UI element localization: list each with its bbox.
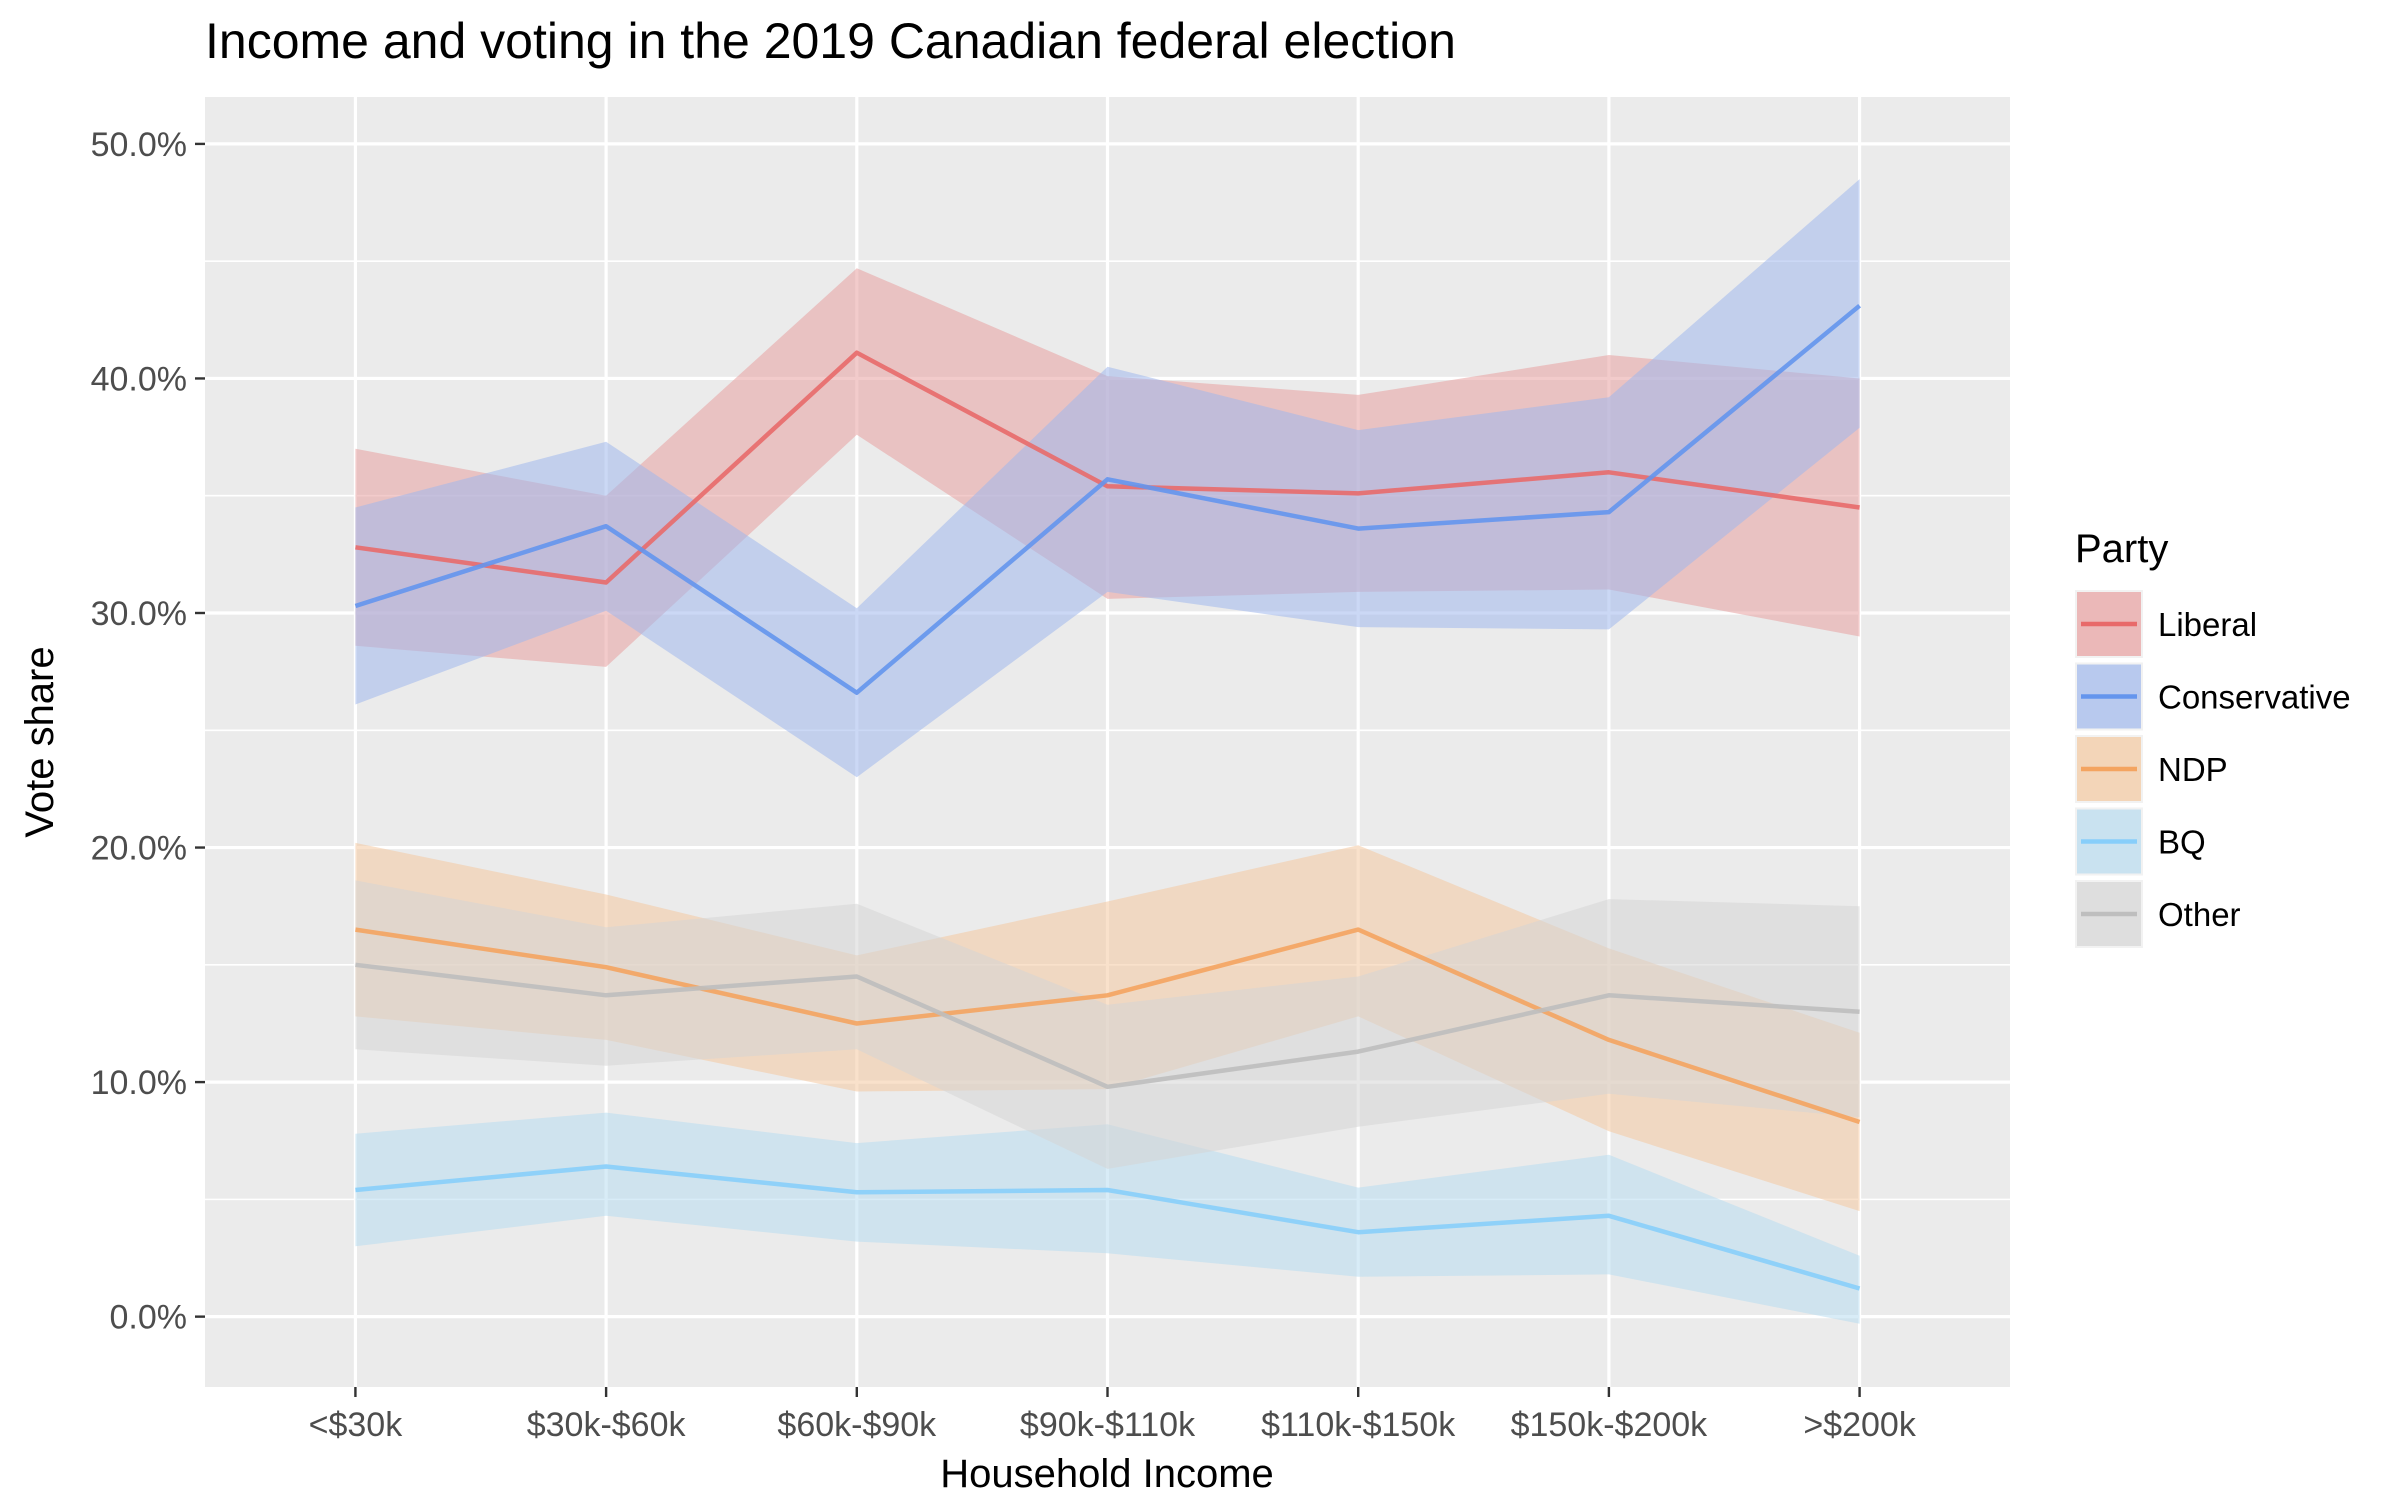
x-tick-label: $150k-$200k (1511, 1406, 1709, 1444)
legend-item-liberal: Liberal (2075, 590, 2257, 658)
legend-label-other: Other (2158, 896, 2241, 933)
y-tick-label: 20.0% (91, 830, 187, 868)
legend-label-bq: BQ (2158, 824, 2206, 861)
line-bq (355, 1164, 1861, 1291)
line-conservative (354, 303, 1862, 695)
line-other (355, 962, 1860, 1090)
y-tick-label: 40.0% (91, 360, 187, 398)
band-other (355, 880, 1860, 1169)
legend-item-bq: BQ (2075, 807, 2206, 876)
x-axis-title: Household Income (940, 1452, 1274, 1496)
line-ndp (355, 927, 1861, 1125)
x-tick-label: <$30k (309, 1406, 404, 1444)
y-tick-label: 10.0% (91, 1064, 187, 1102)
x-tick-label: $60k-$90k (777, 1406, 937, 1444)
x-tick-label: $30k-$60k (527, 1406, 687, 1444)
legend-label-liberal: Liberal (2158, 606, 2257, 643)
y-tick-label: 0.0% (110, 1299, 188, 1337)
legend-label-ndp: NDP (2158, 751, 2228, 788)
legend: Party Liberal Conservative NDP BQ Other (2075, 527, 2351, 948)
legend-item-ndp: NDP (2075, 735, 2228, 803)
chart-title: Income and voting in the 2019 Canadian f… (205, 13, 1456, 69)
y-axis-title: Vote share (18, 646, 62, 837)
x-axis: <$30k $30k-$60k $60k-$90k $90k-$110k $110k-$… (309, 1387, 1917, 1444)
legend-item-other: Other (2075, 880, 2241, 948)
y-tick-label: 30.0% (91, 595, 187, 633)
x-tick-label: $110k-$150k (1261, 1406, 1456, 1444)
legend-label-conservative: Conservative (2158, 679, 2351, 716)
legend-title: Party (2075, 527, 2168, 571)
x-tick-label: $90k-$110k (1020, 1406, 1196, 1444)
series-lines (354, 303, 1862, 1291)
x-tick-label: >$200k (1803, 1406, 1916, 1444)
y-axis: 0.0% 10.0% 20.0% 30.0% 40.0% 50.0% (91, 126, 205, 1337)
y-tick-label: 50.0% (91, 126, 187, 164)
legend-item-conservative: Conservative (2075, 662, 2351, 731)
line-liberal (355, 350, 1860, 585)
band-bq (355, 1112, 1860, 1324)
